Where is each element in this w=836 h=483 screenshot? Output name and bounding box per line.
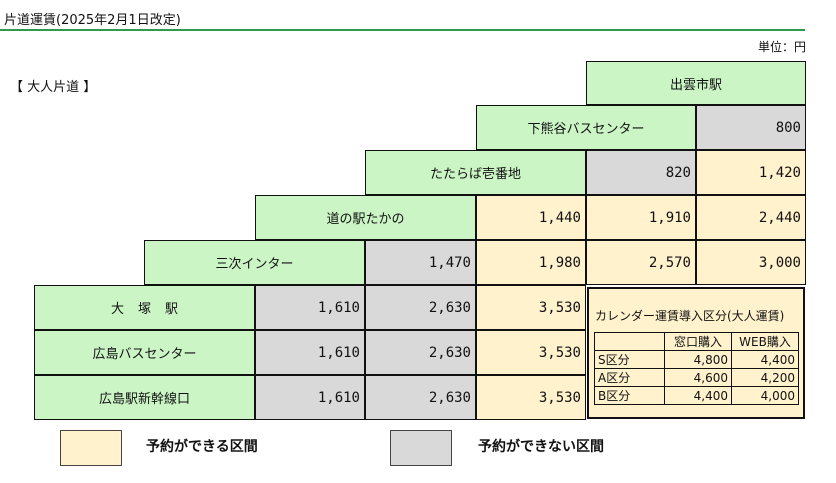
counter-fare: 4,800 [664,350,732,369]
fare-cell: 800 [696,105,806,150]
fare-cell: 1,910 [586,195,696,240]
table-header-row: 窓口購入 WEB購入 [594,332,799,351]
fare-cell: 3,000 [696,240,806,285]
fare-cell: 3,530 [476,375,586,420]
zone-label: B区分 [594,386,665,405]
fare-cell: 820 [586,150,696,195]
column-header-counter: 窓口購入 [664,332,732,351]
fare-cell: 1,470 [365,240,476,285]
web-fare: 4,400 [731,350,799,369]
unit-label: 単位：円 [757,40,806,54]
fare-cell: 1,980 [476,240,586,285]
zone-label: S区分 [594,350,665,369]
station-izumoshi: 出雲市駅 [586,61,806,105]
column-header-web: WEB購入 [731,332,799,351]
fare-cell: 2,630 [365,375,476,420]
counter-fare: 4,400 [664,386,732,405]
station-shimokumadani: 下熊谷バスセンター [476,105,696,150]
legend-swatch-non-reservable [390,430,452,466]
fare-cell: 2,570 [586,240,696,285]
fare-cell: 1,610 [255,285,365,330]
fare-cell: 3,530 [476,285,586,330]
legend-swatch-reservable [60,430,122,466]
title-divider [0,29,805,31]
station-tatarabaichibanchi: たたらば壱番地 [365,150,586,195]
station-miyoshi-ic: 三次インター [144,240,365,285]
table-row: S区分 4,800 4,400 [594,350,799,369]
page-title: 片道運賃(2025年2月1日改定) [4,13,181,28]
calendar-fare-table: 窓口購入 WEB購入 S区分 4,800 4,400 A区分 4,600 4,2… [594,332,799,405]
fare-cell: 3,530 [476,330,586,375]
legend-label-non-reservable: 予約ができない区間 [478,439,604,455]
table-row: A区分 4,600 4,200 [594,368,799,387]
fare-cell: 2,630 [365,330,476,375]
calendar-fare-title: カレンダー運賃導入区分(大人運賃) [595,309,785,323]
fare-cell: 2,630 [365,285,476,330]
station-ootsuka: 大塚駅 [34,285,255,330]
fare-cell: 2,440 [696,195,806,240]
ticket-type-label: 【 大人片道 】 [10,80,97,95]
fare-cell: 1,610 [255,375,365,420]
table-row: B区分 4,400 4,000 [594,386,799,405]
fare-cell: 1,440 [476,195,586,240]
fare-cell: 1,610 [255,330,365,375]
station-michinoeki-takano: 道の駅たかの [255,195,476,240]
web-fare: 4,200 [731,368,799,387]
zone-label: A区分 [594,368,665,387]
station-hiroshima-shinkansen-exit: 広島駅新幹線口 [34,375,255,420]
station-hiroshima-bus-center: 広島バスセンター [34,330,255,375]
fare-cell: 1,420 [696,150,806,195]
counter-fare: 4,600 [664,368,732,387]
web-fare: 4,000 [731,386,799,405]
table-corner-cell [594,332,665,351]
calendar-fare-box: カレンダー運賃導入区分(大人運賃) 窓口購入 WEB購入 S区分 4,800 4… [587,287,805,419]
legend-label-reservable: 予約ができる区間 [146,439,258,455]
